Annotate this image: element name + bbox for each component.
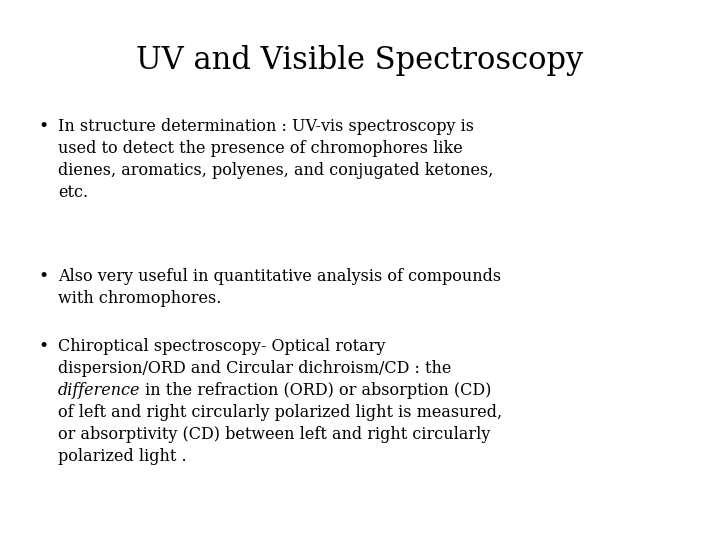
Text: In structure determination : UV-vis spectroscopy is: In structure determination : UV-vis spec… [58, 118, 474, 135]
Text: used to detect the presence of chromophores like: used to detect the presence of chromopho… [58, 140, 463, 157]
Text: difference: difference [58, 382, 140, 399]
Text: •: • [38, 118, 48, 135]
Text: •: • [38, 268, 48, 285]
Text: in the refraction (ORD) or absorption (CD): in the refraction (ORD) or absorption (C… [140, 382, 492, 399]
Text: difference: difference [58, 382, 140, 399]
Text: dienes, aromatics, polyenes, and conjugated ketones,: dienes, aromatics, polyenes, and conjuga… [58, 162, 493, 179]
Text: dispersion/ORD and Circular dichroism/CD : the: dispersion/ORD and Circular dichroism/CD… [58, 360, 451, 377]
Text: UV and Visible Spectroscopy: UV and Visible Spectroscopy [136, 45, 584, 76]
Text: polarized light .: polarized light . [58, 448, 186, 465]
Text: or absorptivity (CD) between left and right circularly: or absorptivity (CD) between left and ri… [58, 426, 490, 443]
Text: etc.: etc. [58, 184, 88, 201]
Text: of left and right circularly polarized light is measured,: of left and right circularly polarized l… [58, 404, 502, 421]
Text: with chromophores.: with chromophores. [58, 290, 221, 307]
Text: Chiroptical spectroscopy- Optical rotary: Chiroptical spectroscopy- Optical rotary [58, 338, 385, 355]
Text: •: • [38, 338, 48, 355]
Text: Also very useful in quantitative analysis of compounds: Also very useful in quantitative analysi… [58, 268, 501, 285]
